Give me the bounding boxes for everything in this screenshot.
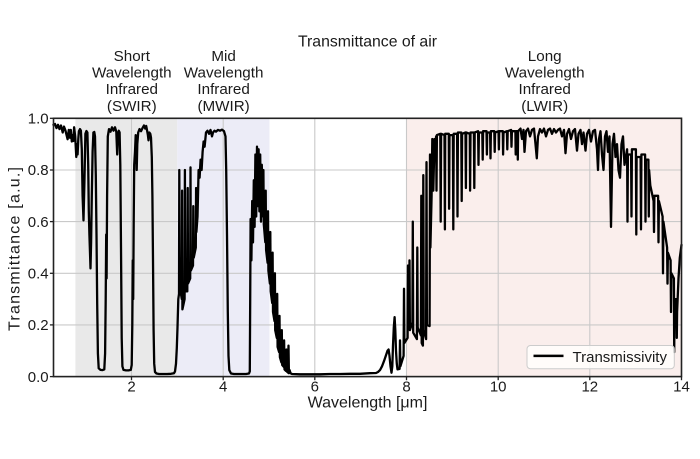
svg-text:8: 8 bbox=[402, 379, 410, 396]
svg-text:Wavelength: Wavelength bbox=[92, 65, 172, 82]
svg-text:Wavelength: Wavelength bbox=[505, 65, 585, 82]
svg-text:Transmittance of air: Transmittance of air bbox=[298, 33, 437, 50]
svg-text:Infrared: Infrared bbox=[519, 81, 571, 98]
svg-text:Infrared: Infrared bbox=[106, 81, 158, 98]
svg-text:Transmittance [a.u.]: Transmittance [a.u.] bbox=[7, 167, 24, 331]
svg-text:1.0: 1.0 bbox=[28, 111, 49, 128]
svg-text:0.4: 0.4 bbox=[28, 266, 49, 283]
svg-text:6: 6 bbox=[311, 379, 319, 396]
svg-text:Wavelength [μm]: Wavelength [μm] bbox=[308, 395, 428, 412]
svg-text:Wavelength: Wavelength bbox=[184, 65, 264, 82]
svg-text:Short: Short bbox=[114, 48, 151, 65]
svg-text:0.2: 0.2 bbox=[28, 317, 49, 334]
svg-text:Mid: Mid bbox=[211, 48, 235, 65]
svg-text:0.8: 0.8 bbox=[28, 162, 49, 179]
svg-text:Long: Long bbox=[528, 48, 562, 65]
svg-text:0.0: 0.0 bbox=[28, 369, 49, 386]
svg-text:10: 10 bbox=[490, 379, 507, 396]
svg-text:Transmissivity: Transmissivity bbox=[573, 349, 668, 366]
svg-text:(MWIR): (MWIR) bbox=[197, 98, 249, 115]
svg-text:Infrared: Infrared bbox=[197, 81, 249, 98]
svg-text:2: 2 bbox=[127, 379, 135, 396]
svg-text:(SWIR): (SWIR) bbox=[107, 98, 157, 115]
svg-text:14: 14 bbox=[673, 379, 690, 396]
svg-text:4: 4 bbox=[219, 379, 227, 396]
svg-text:0.6: 0.6 bbox=[28, 214, 49, 231]
svg-text:(LWIR): (LWIR) bbox=[521, 98, 568, 115]
svg-text:12: 12 bbox=[581, 379, 598, 396]
